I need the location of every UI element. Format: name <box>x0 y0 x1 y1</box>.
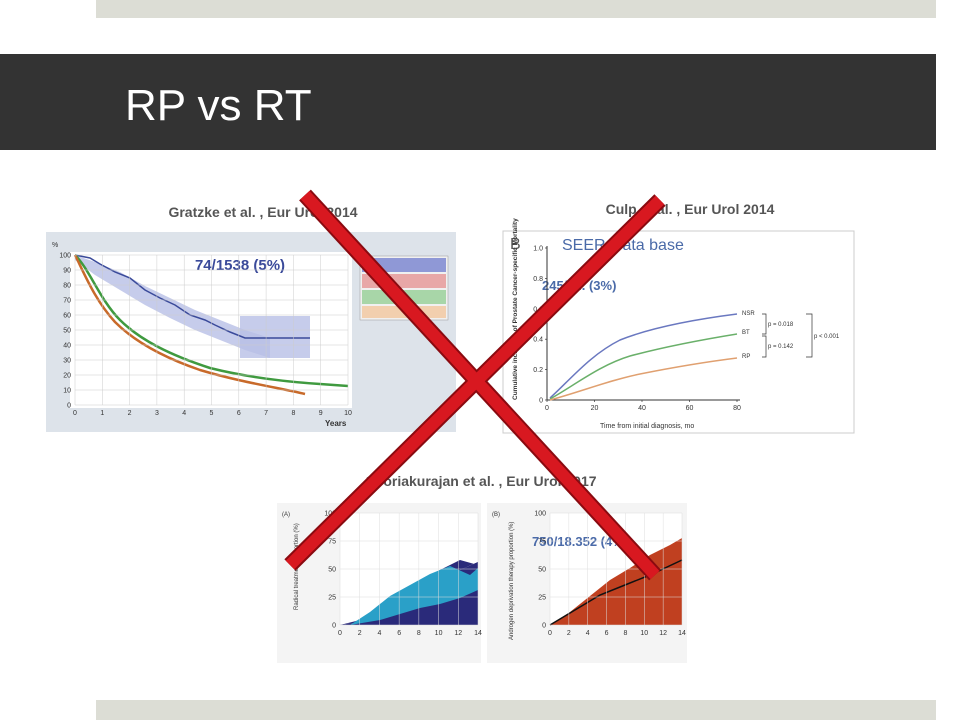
y-tick-label: 0 <box>67 403 71 410</box>
x-tick-label: 0 <box>548 630 552 637</box>
y-axis-label: % <box>52 242 58 249</box>
y-tick-label: 1.0 <box>533 246 543 253</box>
curve <box>549 313 738 399</box>
curve-label: NSR <box>742 311 755 317</box>
bracket <box>762 313 813 358</box>
top-bar <box>96 0 936 18</box>
y-tick-label: 80 <box>63 283 71 290</box>
y-tick-label: 100 <box>59 253 71 260</box>
y-tick-label: 50 <box>538 567 546 574</box>
y-tick-label: 0 <box>542 623 546 630</box>
curve <box>73 254 306 396</box>
curve <box>549 333 738 400</box>
area <box>340 562 478 625</box>
p-value: p = 0.018 <box>768 322 794 328</box>
y-tick-label: 20 <box>63 373 71 380</box>
x-axis-label: Years <box>325 419 347 428</box>
y-tick-label: 50 <box>63 328 71 335</box>
x-tick-label: 8 <box>291 410 295 417</box>
x-tick-label: 12 <box>659 630 667 637</box>
x-axis-label: Time from initial diagnosis, mo <box>600 423 694 430</box>
x-tick-label: 12 <box>454 630 462 637</box>
x-tick-label: 8 <box>623 630 627 637</box>
panel-label: (B) <box>492 512 500 518</box>
x-tick-label: 2 <box>128 410 132 417</box>
curve <box>549 357 738 401</box>
panel-label: (A) <box>282 512 290 518</box>
x-tick-label: 2 <box>567 630 571 637</box>
x-tick-label: 1 <box>100 410 104 417</box>
y-tick-label: 0 <box>539 398 543 405</box>
area <box>350 566 478 625</box>
y-tick-label: 0.2 <box>533 367 543 374</box>
ci-band <box>240 316 310 358</box>
x-tick-label: 6 <box>605 630 609 637</box>
x-tick-label: 8 <box>417 630 421 637</box>
y-tick-label: 100 <box>534 511 546 518</box>
curve <box>74 254 349 388</box>
x-tick-label: 14 <box>678 630 686 637</box>
x-tick-label: 0 <box>73 410 77 417</box>
y-tick-label: 0.8 <box>533 276 543 283</box>
p-value: p = 0.142 <box>768 344 794 350</box>
y-tick-label: 50 <box>328 567 336 574</box>
bottom-bar <box>96 700 936 720</box>
x-tick-label: 0 <box>338 630 342 637</box>
x-tick-label: 10 <box>435 630 443 637</box>
cross-line <box>285 195 665 570</box>
x-tick-label: 40 <box>638 405 646 412</box>
x-tick-label: 5 <box>210 410 214 417</box>
curve-label: BT <box>742 330 750 336</box>
annotation: 750/18.352 (4%) <box>532 534 628 549</box>
x-tick-label: 0 <box>545 405 549 412</box>
title-band <box>0 54 936 150</box>
y-tick-label: 30 <box>63 358 71 365</box>
x-tick-label: 4 <box>377 630 381 637</box>
figure-frame <box>502 230 855 434</box>
x-tick-label: 4 <box>586 630 590 637</box>
figure-2: B SEER-Data base 245/8... (3%) NSR BT RP… <box>502 218 855 434</box>
slide-title: RP vs RT <box>125 81 312 130</box>
x-tick-label: 14 <box>474 630 482 637</box>
annotation: 74/1538 (5%) <box>195 257 285 274</box>
figure-1: 74/1538 (5%) % Years <box>46 232 456 432</box>
x-tick-label: 6 <box>237 410 241 417</box>
caption: Culp et al. , Eur Urol 2014 <box>606 201 775 217</box>
y-tick-label: 75 <box>538 539 546 546</box>
y-tick-label: 70 <box>63 298 71 305</box>
x-tick-label: 3 <box>155 410 159 417</box>
ci-band <box>75 255 270 358</box>
y-tick-label: 25 <box>328 595 336 602</box>
y-tick-label: 10 <box>63 388 71 395</box>
y-axis-label: Androgen deprivation therapy proportion … <box>509 522 515 640</box>
y-tick-label: 25 <box>538 595 546 602</box>
x-tick-label: 80 <box>733 405 741 412</box>
x-tick-label: 60 <box>686 405 694 412</box>
x-tick-label: 20 <box>591 405 599 412</box>
curve-label: RP <box>742 354 750 360</box>
x-tick-label: 9 <box>319 410 323 417</box>
x-tick-label: 10 <box>640 630 648 637</box>
x-tick-label: 10 <box>344 410 352 417</box>
figure-3: (A) Radical treatment proportion (%) 750… <box>277 503 687 663</box>
x-tick-label: 2 <box>358 630 362 637</box>
x-tick-label: 7 <box>264 410 268 417</box>
caption: Sooriakurajan et al. , Eur Urol 2017 <box>365 473 596 489</box>
x-tick-label: 4 <box>182 410 186 417</box>
y-tick-label: 40 <box>63 343 71 350</box>
x-tick-label: 6 <box>397 630 401 637</box>
y-tick-label: 60 <box>63 313 71 320</box>
y-tick-label: 0.4 <box>533 337 543 344</box>
y-tick-label: 90 <box>63 268 71 275</box>
cross-out <box>284 189 666 581</box>
y-axis-label: Cumulative incidence of Prostate Cancer-… <box>512 218 519 400</box>
panel-label: B <box>510 236 521 253</box>
p-value: p < 0.001 <box>814 334 840 340</box>
y-tick-label: 75 <box>328 539 336 546</box>
y-tick-label: 0 <box>332 623 336 630</box>
y-tick-label: 100 <box>324 511 336 518</box>
